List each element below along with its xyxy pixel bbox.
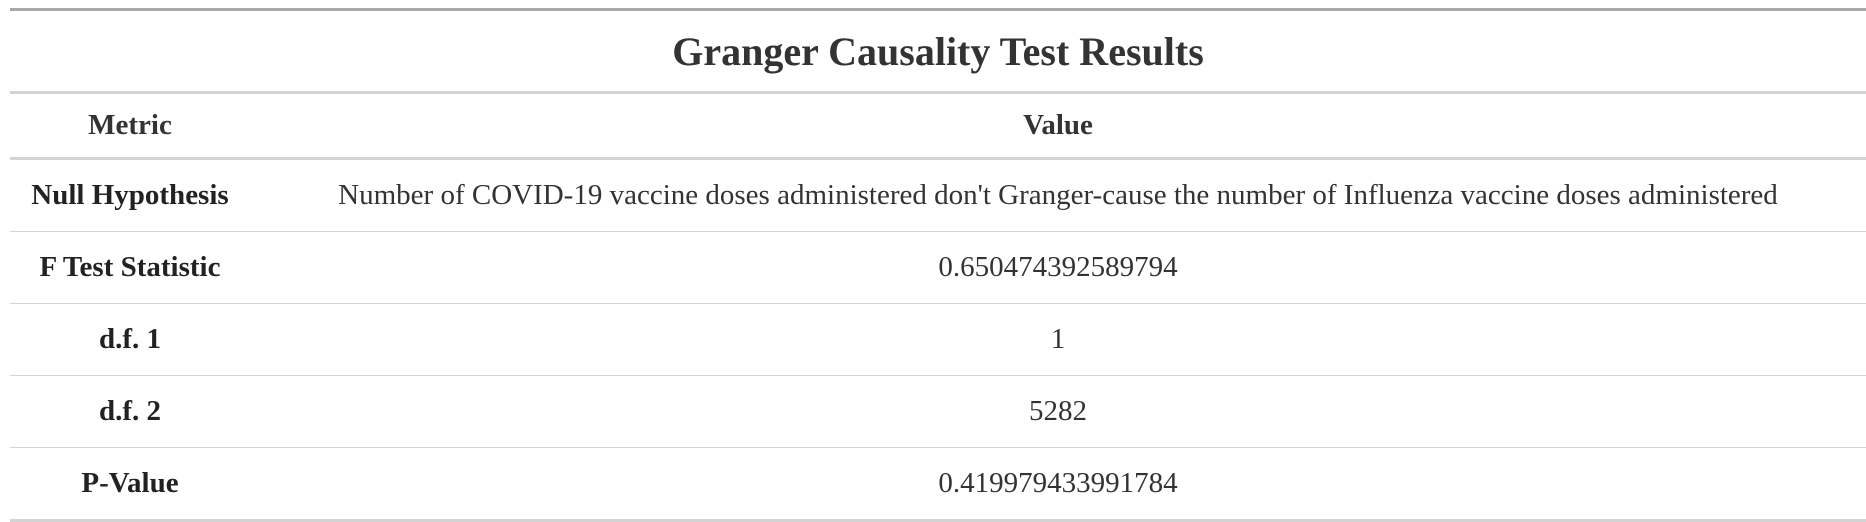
column-header-value: Value bbox=[1023, 109, 1093, 141]
row-value-null-hypothesis: Number of COVID-19 vaccine doses adminis… bbox=[338, 179, 1778, 211]
table-row: d.f. 2 5282 bbox=[10, 376, 1866, 448]
table-row: P-Value 0.419979433991784 bbox=[10, 448, 1866, 522]
row-value-f-test-statistic: 0.650474392589794 bbox=[938, 251, 1178, 283]
table-row: Null Hypothesis Number of COVID-19 vacci… bbox=[10, 160, 1866, 232]
row-metric-p-value: P-Value bbox=[81, 467, 179, 499]
top-rule bbox=[10, 8, 1866, 11]
table-title: Granger Causality Test Results bbox=[10, 11, 1866, 94]
table-header: Metric Value bbox=[10, 94, 1866, 160]
row-metric-null-hypothesis: Null Hypothesis bbox=[31, 179, 229, 211]
row-metric-f-test-statistic: F Test Statistic bbox=[39, 251, 221, 283]
column-header-metric: Metric bbox=[88, 109, 172, 141]
row-value-df2: 5282 bbox=[1029, 395, 1087, 427]
table-row: d.f. 1 1 bbox=[10, 304, 1866, 376]
table-row: F Test Statistic 0.650474392589794 bbox=[10, 232, 1866, 304]
row-metric-df2: d.f. 2 bbox=[98, 395, 162, 427]
row-value-df1: 1 bbox=[1050, 323, 1066, 355]
row-metric-df1: d.f. 1 bbox=[98, 323, 162, 355]
results-table: Granger Causality Test Results Metric Va… bbox=[10, 8, 1866, 522]
row-value-p-value: 0.419979433991784 bbox=[938, 467, 1178, 499]
